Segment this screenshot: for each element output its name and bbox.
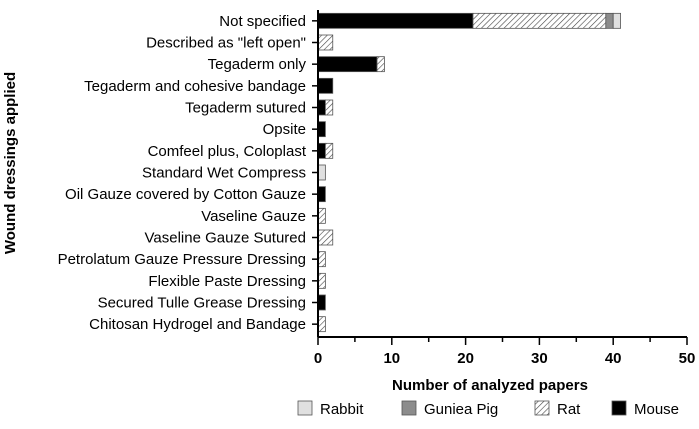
bar-segment-rat — [317, 207, 326, 224]
bar-segment-rat — [317, 251, 326, 268]
legend-label: Guniea Pig — [424, 401, 498, 418]
legend-swatch-mouse — [611, 400, 627, 416]
bar-segment-rat — [317, 229, 334, 246]
legend-swatch-rabbit — [297, 400, 313, 416]
category-label: Tegaderm sutured — [185, 100, 306, 117]
bar-segment-rat — [317, 34, 334, 51]
bar-segment-guniea-pig — [605, 12, 614, 29]
legend-swatch-rat — [534, 400, 550, 416]
category-label: Secured Tulle Grease Dressing — [98, 295, 306, 312]
x-tick-label: 20 — [457, 350, 474, 367]
legend: Rabbit Guniea Pig Rat Mouse — [297, 400, 679, 418]
axes-group: Not specified Described as "left open" Teg… — [58, 10, 696, 367]
bars-group — [317, 12, 621, 333]
x-tick-label: 0 — [314, 350, 322, 367]
bar-segment-rabbit — [317, 164, 326, 181]
y-axis-title: Wound dressings applied — [2, 72, 19, 254]
bar-segment-rat — [317, 272, 326, 289]
category-label: Petrolatum Gauze Pressure Dressing — [58, 251, 306, 268]
x-tick-label: 50 — [679, 350, 696, 367]
bar-segment-mouse — [317, 12, 474, 29]
legend-label: Rat — [557, 401, 581, 418]
category-label: Opsite — [263, 121, 306, 138]
legend-label: Mouse — [634, 401, 679, 418]
category-label: Tegaderm only — [208, 56, 307, 73]
bar-segment-mouse — [317, 99, 326, 116]
category-label: Tegaderm and cohesive bandage — [84, 78, 306, 95]
category-label: Oil Gauze covered by Cotton Gauze — [65, 186, 306, 203]
category-label: Chitosan Hydrogel and Bandage — [89, 316, 306, 333]
bar-segment-mouse — [317, 142, 326, 159]
bar-segment-rat — [324, 142, 334, 159]
category-label: Flexible Paste Dressing — [148, 273, 306, 290]
category-label: Not specified — [219, 13, 306, 30]
legend-swatch-guniea-pig — [401, 400, 417, 416]
bar-segment-mouse — [317, 77, 334, 94]
bar-segment-rat — [317, 316, 326, 333]
legend-label: Rabbit — [320, 401, 364, 418]
category-label: Comfeel plus, Coloplast — [148, 143, 307, 160]
bar-segment-mouse — [317, 121, 326, 138]
category-label: Vaseline Gauze — [201, 208, 306, 225]
category-label: Standard Wet Compress — [142, 165, 306, 182]
x-tick-label: 40 — [605, 350, 622, 367]
bar-segment-rabbit — [612, 12, 621, 29]
bar-segment-mouse — [317, 294, 326, 311]
bar-segment-rat — [324, 99, 334, 116]
x-tick-label: 30 — [531, 350, 548, 367]
x-tick-label: 10 — [383, 350, 400, 367]
category-label: Vaseline Gauze Sutured — [145, 230, 307, 247]
x-axis-title: Number of analyzed papers — [392, 377, 588, 394]
bar-segment-mouse — [317, 56, 378, 73]
bar-segment-mouse — [317, 186, 326, 203]
bar-segment-rat — [472, 12, 607, 29]
bar-segment-rat — [376, 56, 385, 73]
category-label: Described as "left open" — [146, 35, 306, 52]
